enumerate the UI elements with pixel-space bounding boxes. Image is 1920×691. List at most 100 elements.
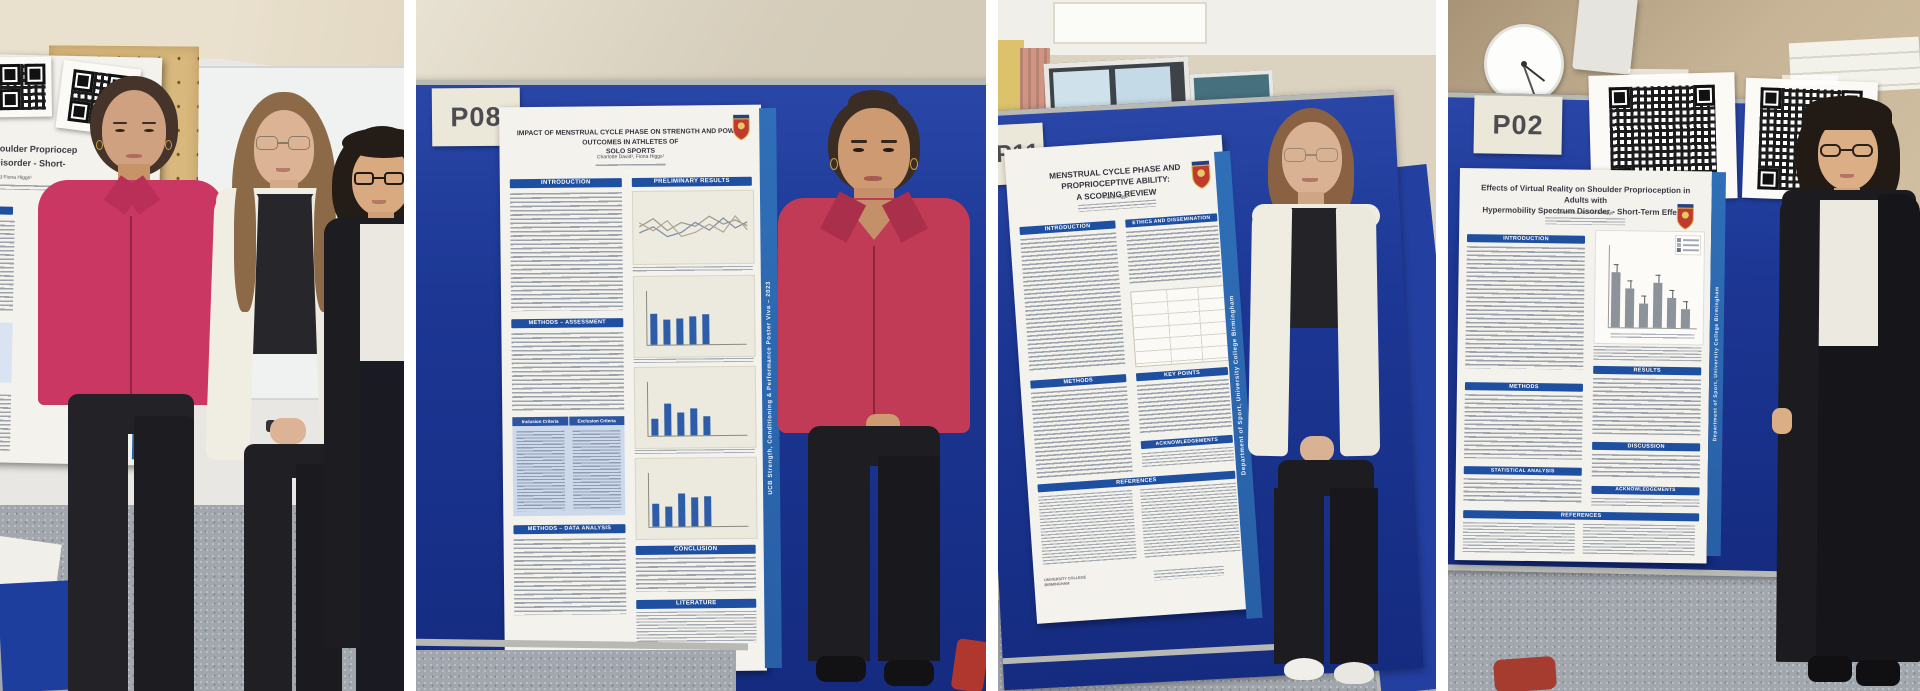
photo-2-poster-p08: P08 IMPACT OF MENSTRUAL CYCLE PHASE ON S…: [416, 0, 986, 691]
legend-row: [1676, 248, 1699, 253]
glasses: [1284, 148, 1306, 162]
poster-p11: MENSTRUAL CYCLE PHASE AND PROPRIOCEPTIVE…: [1004, 134, 1255, 624]
axis-labels-blur: [1610, 333, 1695, 341]
person-eye: [883, 148, 894, 152]
line-chart-svg: [638, 214, 748, 238]
text-blur: [1141, 446, 1235, 468]
chart-bar: [1652, 283, 1663, 328]
chart-bar: [1680, 308, 1691, 329]
person-shoe-white: [1284, 658, 1324, 680]
glasses: [288, 136, 310, 150]
chart-bar: [690, 407, 698, 436]
chart-bar: [691, 497, 699, 527]
glasses: [384, 172, 404, 185]
blazer-panel: [1335, 205, 1381, 457]
chart-bar: [1624, 288, 1635, 328]
person-face: [838, 108, 910, 194]
chart-bar: [1610, 272, 1621, 328]
chart-bar: [663, 319, 671, 345]
person-mouth: [126, 154, 142, 158]
person-mouth: [1302, 178, 1318, 182]
photo-4-poster-p02: P02 Effects of Virtual Reality on Should…: [1448, 0, 1920, 691]
board-frame: [416, 80, 986, 85]
text-blur: [1153, 565, 1225, 581]
section-discussion: DISCUSSION: [1592, 441, 1701, 452]
chart-bar: [689, 315, 697, 345]
chart-legend: [1674, 235, 1702, 256]
chart-axis: [645, 290, 648, 345]
photo-3-poster-p11: P11 MENSTRUAL CYCLE PHASE AND PROPRIOCEP…: [998, 0, 1436, 691]
chart-axis: [1607, 245, 1610, 328]
chart-bar: [703, 416, 711, 436]
person-eye: [144, 129, 154, 132]
person-leg: [244, 464, 292, 691]
chart-bar: [1666, 297, 1677, 329]
person-trousers: [356, 361, 404, 691]
section-methods: METHODS: [1464, 382, 1583, 392]
section-statistical-analysis: STATISTICAL ANALYSIS: [1463, 466, 1582, 476]
text-blur: [572, 430, 622, 511]
chart-bar: [650, 313, 658, 345]
text-blur: [1592, 377, 1702, 436]
text-blur: [1125, 225, 1222, 284]
chart-axis: [647, 472, 650, 527]
photo-1-group-by-posters: houlder Propriocep Disorder - Short- and…: [0, 0, 404, 691]
qr-finder: [1608, 86, 1631, 109]
earring: [96, 140, 103, 150]
text-blur: [1140, 482, 1241, 560]
person-hands: [270, 418, 306, 444]
poster-title-line1: Effects of Virtual Reality on Shoulder P…: [1481, 183, 1691, 206]
person-presenter-black-cardigan: [1748, 96, 1920, 691]
person-mouth: [1840, 174, 1854, 178]
bar-chart-bars: [1610, 255, 1696, 329]
person-face: [1282, 122, 1342, 196]
person-shoe: [884, 660, 934, 686]
text-blur: [1038, 489, 1137, 567]
results-bar-chart: [1593, 229, 1706, 346]
person-eyebrow: [851, 140, 867, 143]
section-results: RESULTS: [1593, 365, 1702, 376]
poster-number: P02: [1492, 109, 1544, 140]
ucb-logo-text: UNIVERSITY COLLEGE BIRMINGHAM: [1043, 575, 1087, 588]
glasses: [354, 172, 374, 185]
person-trousers: [1812, 346, 1884, 662]
text-blur: [1591, 453, 1701, 480]
text-blur: [1582, 523, 1696, 556]
text-blur: [1545, 217, 1626, 226]
carpet-floor: [416, 650, 736, 691]
person-leg: [134, 416, 194, 691]
clock-center: [1521, 61, 1527, 67]
chart-axis: [646, 381, 649, 436]
glasses: [256, 136, 278, 150]
person-leg: [1274, 488, 1324, 664]
criteria-table-body: [512, 425, 626, 517]
glasses-bridge: [374, 177, 384, 179]
text-blur: [595, 163, 666, 169]
person-shoe: [1808, 656, 1852, 682]
poster-p08: IMPACT OF MENSTRUAL CYCLE PHASE ON STREN…: [499, 104, 767, 674]
chart-axis: [1607, 327, 1697, 330]
chart-bar: [678, 493, 686, 527]
person-hands: [1300, 436, 1334, 462]
chart-bar: [665, 506, 673, 527]
chart-bar: [651, 418, 659, 436]
earring: [165, 140, 172, 150]
chart-bar: [652, 503, 660, 527]
line-chart: [631, 189, 755, 265]
person-eyebrow: [142, 122, 156, 124]
glasses-bridge: [278, 142, 288, 144]
glasses-bridge: [1306, 154, 1316, 156]
criteria-table: Inclusion Criteria Exclusion Criteria: [512, 416, 626, 517]
poster-number: P08: [450, 101, 502, 132]
glasses: [1852, 144, 1873, 157]
person-hand: [1772, 408, 1792, 434]
person-leg: [878, 456, 940, 661]
person-white-blazer: [196, 92, 376, 691]
person-shoe: [816, 656, 866, 682]
person-leg: [68, 416, 128, 691]
hair-fringe: [342, 128, 404, 158]
person-eyebrow: [881, 140, 897, 143]
banner-text: Department of Sport, University College …: [1712, 286, 1721, 442]
section-acknowledgements: ACKNOWLEDGEMENTS: [1591, 485, 1700, 496]
